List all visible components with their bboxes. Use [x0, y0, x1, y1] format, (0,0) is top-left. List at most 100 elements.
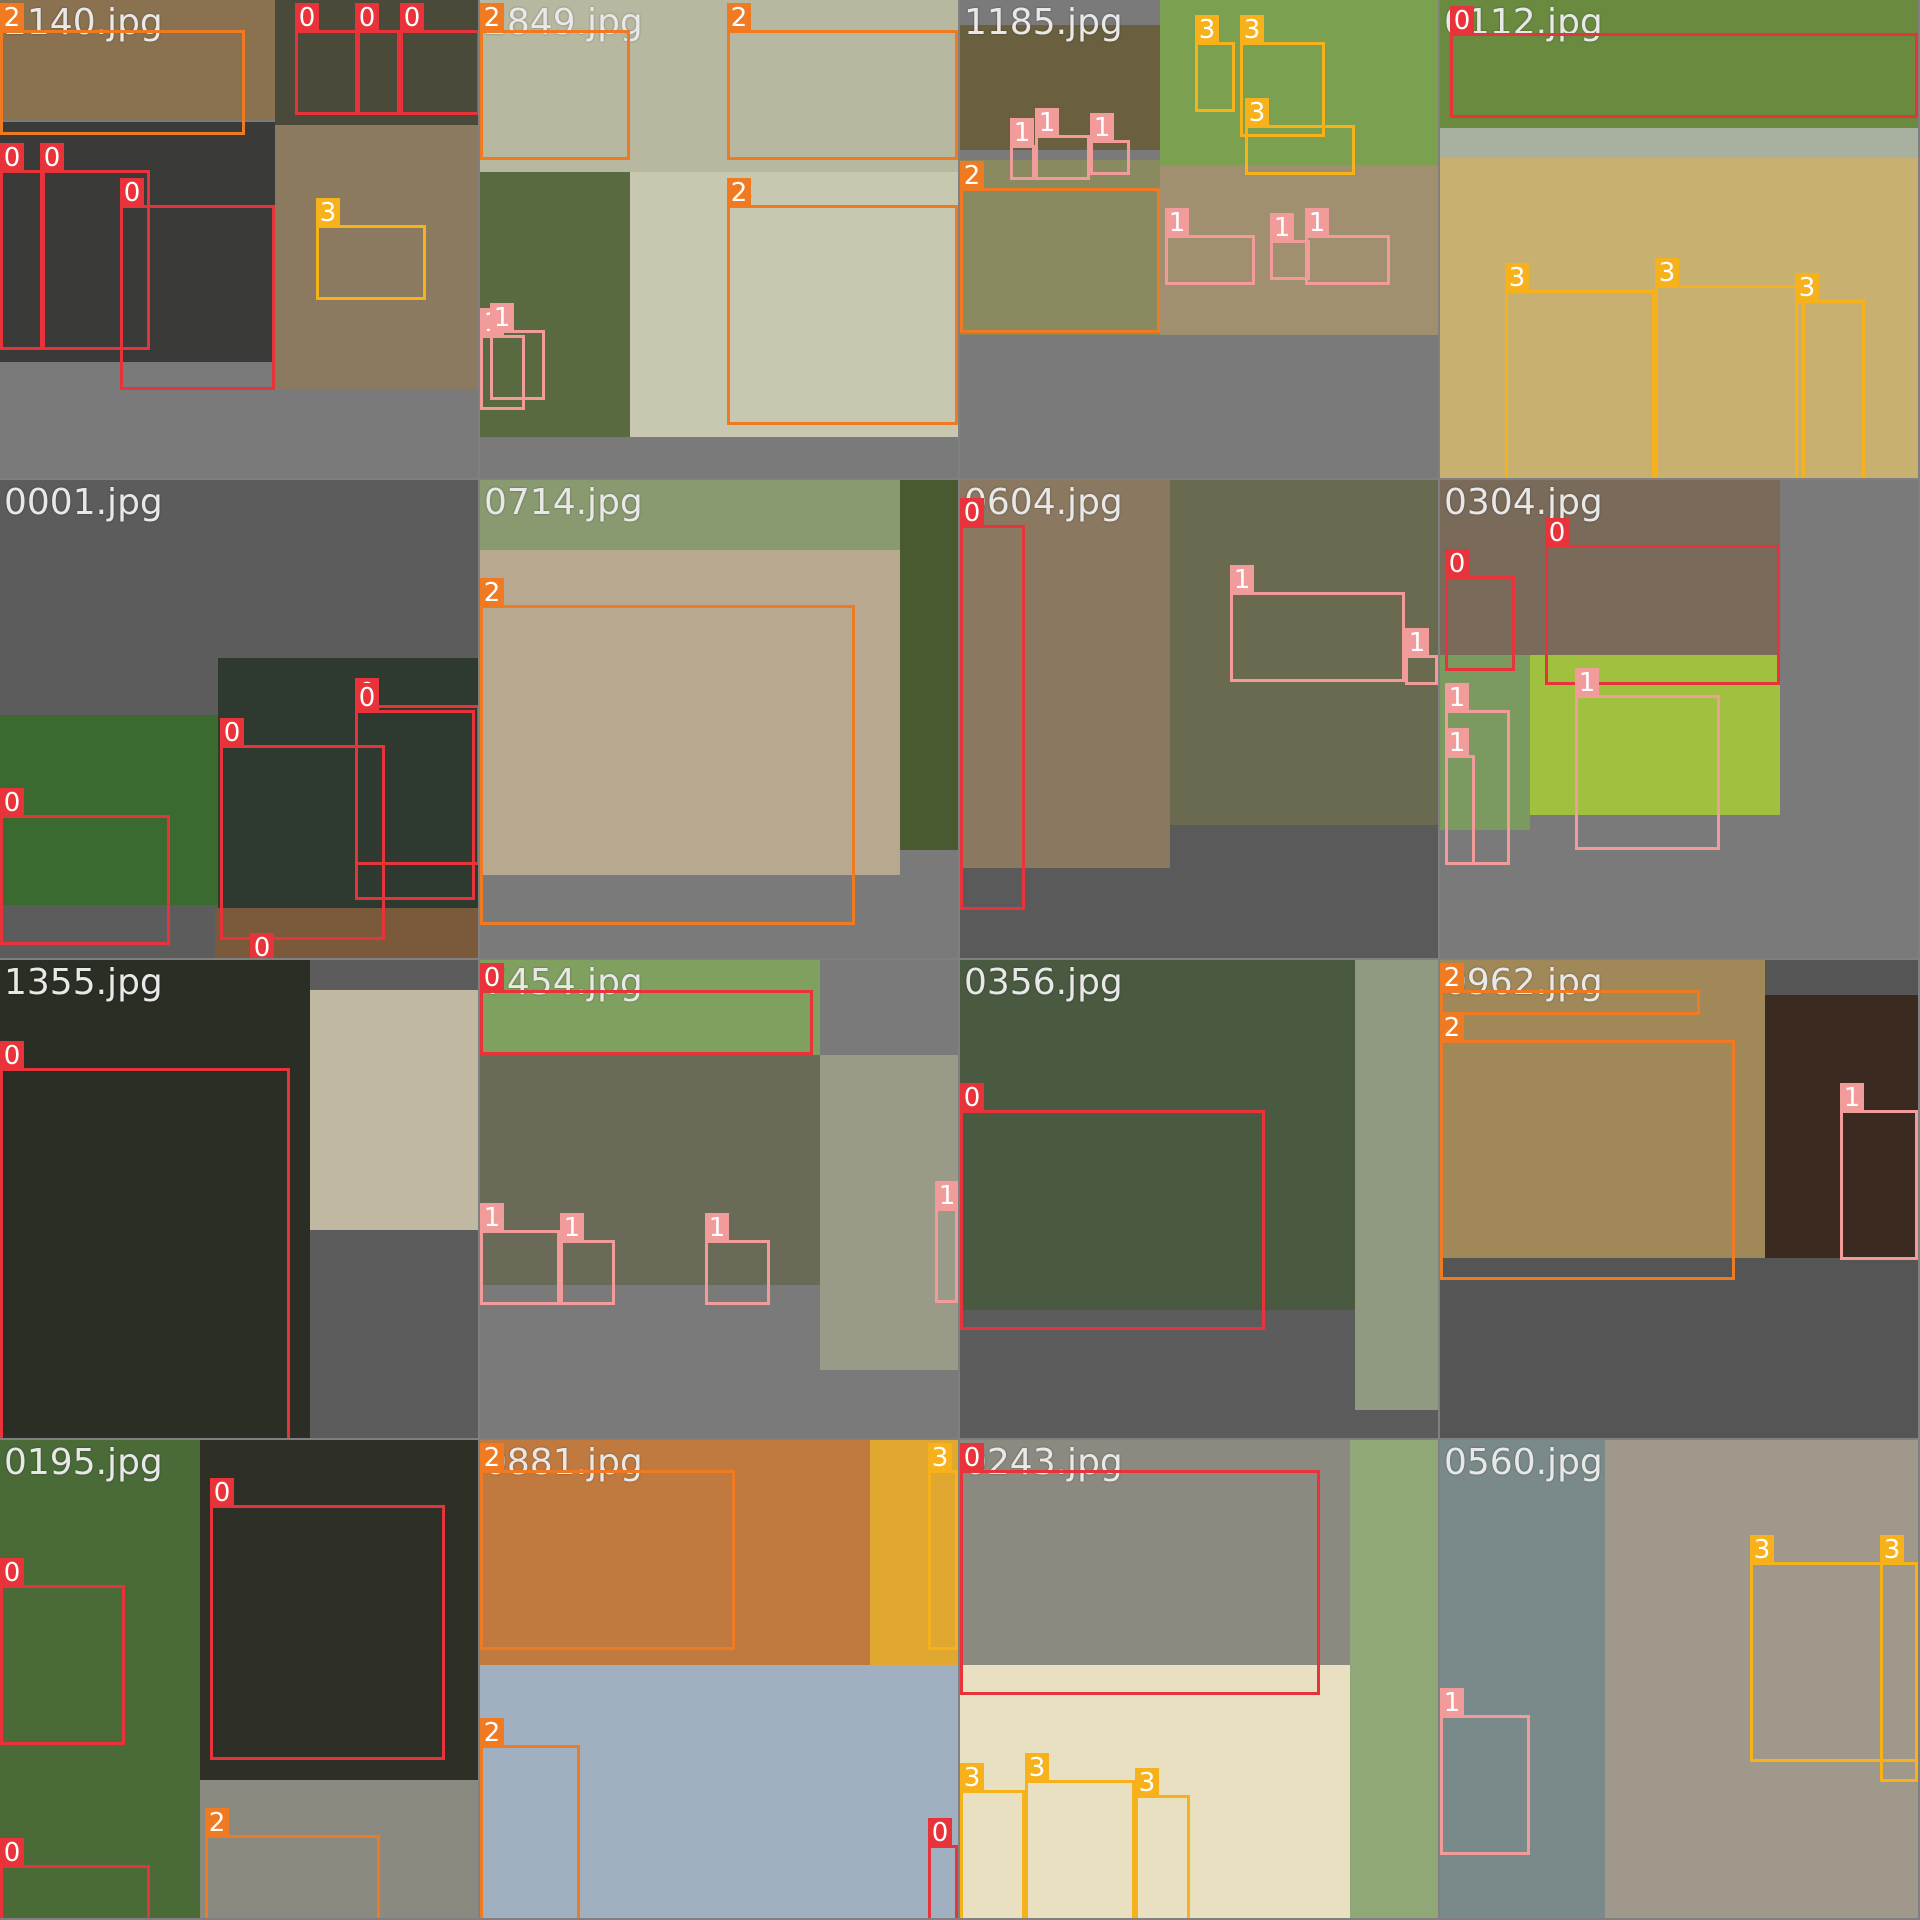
class-label: 1 — [1440, 1688, 1464, 1718]
class-label: 0 — [210, 1478, 234, 1508]
bounding-box: 3 — [1025, 1753, 1135, 1918]
bounding-box: 3 — [1505, 263, 1655, 478]
bounding-box: 2 — [727, 178, 958, 425]
bounding-box: 2 — [1440, 1013, 1735, 1280]
bounding-box: 3 — [1655, 258, 1805, 478]
bounding-box: 0 — [0, 1558, 125, 1745]
class-label: 1 — [1090, 113, 1114, 143]
class-label: 0 — [120, 178, 144, 208]
bounding-box: 3 — [316, 198, 426, 300]
mosaic-tile: 7454.jpg 0 1 1 1 1 — [480, 960, 958, 1438]
tile-filename: 2849.jpg — [484, 2, 643, 43]
class-label: 3 — [1505, 263, 1529, 293]
photo-crop — [960, 25, 1160, 150]
bounding-box: 3 — [1795, 273, 1865, 478]
class-label: 0 — [480, 963, 504, 993]
class-label: 1 — [1445, 683, 1469, 713]
mosaic-tile: 0881.jpg 2 3 2 0 — [480, 1440, 958, 1918]
bounding-box: 2 — [480, 1443, 735, 1650]
bounding-box: 1 — [560, 1213, 615, 1305]
class-label: 0 — [250, 933, 274, 958]
bounding-box: 3 — [1135, 1768, 1190, 1918]
photo-crop — [480, 480, 900, 550]
class-label: 1 — [1305, 208, 1329, 238]
class-label: 1 — [1405, 628, 1429, 658]
class-label: 1 — [490, 303, 514, 333]
class-label: 2 — [480, 3, 504, 33]
class-label: 2 — [727, 3, 751, 33]
class-label: 0 — [1545, 518, 1569, 548]
tile-filename: 0001.jpg — [4, 482, 163, 523]
mosaic-tile: 0560.jpg 1 3 3 — [1440, 1440, 1918, 1918]
class-label: 3 — [1655, 258, 1679, 288]
bounding-box: 0 — [1450, 6, 1918, 118]
bounding-box: 1 — [1270, 213, 1310, 280]
bounding-box: 1 — [1405, 628, 1438, 685]
tile-filename: 7454.jpg — [484, 962, 643, 1003]
bounding-box: 1 — [1230, 565, 1405, 682]
class-label: 1 — [1035, 108, 1059, 138]
class-label: 1 — [480, 1203, 504, 1233]
photo-crop — [1355, 960, 1438, 1410]
class-label: 0 — [40, 143, 64, 173]
bounding-box: 1 — [705, 1213, 770, 1305]
bounding-box: 0 — [0, 1041, 290, 1438]
class-label: 0 — [960, 1443, 984, 1473]
photo-crop — [200, 1780, 478, 1918]
bounding-box: 0 — [120, 178, 275, 390]
class-label: 2 — [205, 1808, 229, 1838]
tile-filename: 0195.jpg — [4, 1442, 163, 1483]
photo-crop — [200, 1440, 478, 1780]
photo-crop — [1440, 158, 1918, 478]
bounding-box: 3 — [960, 1763, 1025, 1918]
class-label: 3 — [1240, 15, 1264, 45]
photo-crop — [1440, 960, 1765, 1258]
bounding-box: 1 — [1165, 208, 1255, 285]
photo-crop — [960, 480, 1170, 868]
class-label: 0 — [355, 3, 379, 33]
class-label: 0 — [960, 498, 984, 528]
class-label: 2 — [1440, 963, 1464, 993]
photo-crop — [275, 125, 478, 390]
mosaic-tile: 0112.jpg 0 3 3 3 — [1440, 0, 1918, 478]
tile-filename: 0560.jpg — [1444, 1442, 1603, 1483]
class-label: 2 — [480, 1443, 504, 1473]
class-label: 3 — [1245, 98, 1269, 128]
tile-filename: 0881.jpg — [484, 1442, 643, 1483]
bounding-box: 0 — [1445, 549, 1515, 671]
mosaic-tile: 0604.jpg 0 1 1 — [960, 480, 1438, 958]
bounding-box: 0 — [40, 143, 150, 350]
photo-crop — [960, 1440, 1350, 1665]
mosaic-tile: 2140.jpg 2 0 0 0 0 0 0 3 — [0, 0, 478, 478]
bounding-box: 0 — [355, 683, 475, 900]
bounding-box: 3 — [928, 1443, 958, 1650]
bounding-box: 0 — [210, 1478, 445, 1760]
class-label: 3 — [1750, 1535, 1774, 1565]
photo-crop — [1170, 480, 1438, 825]
bounding-box: 3 — [1750, 1535, 1918, 1762]
class-label: 3 — [960, 1763, 984, 1793]
photo-crop — [480, 1440, 870, 1665]
photo-crop — [900, 480, 958, 850]
photo-crop — [1440, 0, 1918, 128]
bounding-box: 0 — [400, 3, 478, 115]
bounding-box: 1 — [1840, 1083, 1918, 1260]
class-label: 2 — [727, 178, 751, 208]
bounding-box: 0 — [480, 963, 813, 1055]
tile-filename: 0714.jpg — [484, 482, 643, 523]
bounding-box: 0 — [295, 3, 360, 115]
bounding-box: 3 — [1880, 1535, 1918, 1782]
bounding-box: 0 — [960, 498, 1025, 910]
class-label: 1 — [705, 1213, 729, 1243]
photo-crop — [0, 960, 310, 1438]
photo-crop — [0, 715, 220, 905]
bounding-box: 2 — [480, 3, 630, 160]
bounding-box: 2 — [205, 1808, 380, 1918]
bounding-box: 0 — [355, 3, 400, 115]
class-label: 3 — [1795, 273, 1819, 303]
bounding-box: 0 — [0, 788, 170, 945]
mosaic-tile: 0962.jpg 2 2 1 — [1440, 960, 1918, 1438]
bounding-box: 3 — [1245, 98, 1355, 175]
